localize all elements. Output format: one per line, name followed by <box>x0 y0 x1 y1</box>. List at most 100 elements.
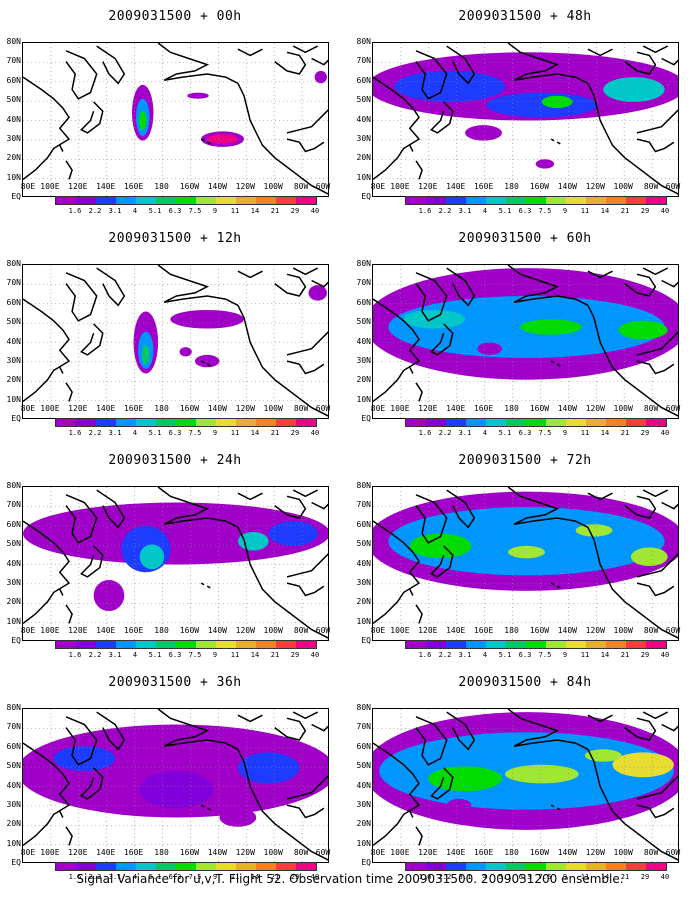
variance-contour <box>446 798 472 812</box>
lat-label: 10N <box>356 838 371 848</box>
coastline <box>59 366 73 402</box>
variance-contour <box>388 507 665 576</box>
coastline <box>96 267 126 307</box>
variance-contour <box>630 547 668 567</box>
colorbar-level: 6.3 <box>518 429 532 437</box>
colorbar-swatch <box>156 419 176 426</box>
lon-label: 160W <box>529 404 550 413</box>
variance-contour <box>268 521 318 546</box>
colorbar-swatch <box>96 197 116 204</box>
variance-contour <box>612 752 674 778</box>
colorbar-level: 2.2 <box>438 429 452 437</box>
colorbar-swatch <box>176 641 196 648</box>
map-plot <box>22 486 329 641</box>
lat-label: 50N <box>6 539 21 549</box>
colorbar-level: 40 <box>660 651 670 659</box>
lat-label: 10N <box>6 838 21 848</box>
lon-label: 100E <box>390 626 410 635</box>
variance-contour <box>179 347 192 357</box>
colorbar-swatch <box>406 197 426 204</box>
lat-label: 30N <box>356 133 371 143</box>
colorbar-swatch <box>236 419 256 426</box>
lon-label: 140W <box>207 404 227 413</box>
colorbar-swatch <box>586 197 606 204</box>
colorbar-level: 14 <box>250 873 260 881</box>
lon-label: 100W <box>263 182 283 191</box>
colorbar-level: 3.1 <box>458 873 472 881</box>
lon-label: 80W <box>293 848 309 857</box>
lon-label: 80E <box>20 182 36 191</box>
lon-label: 80E <box>370 626 386 635</box>
colorbar-level: 7.5 <box>538 429 552 437</box>
colorbar-swatch <box>626 197 646 204</box>
lat-label: 20N <box>356 375 371 385</box>
colorbar-level: 6.3 <box>518 873 532 881</box>
colorbar-level: 29 <box>290 651 300 659</box>
coastline <box>587 45 678 66</box>
variance-contour <box>194 354 220 368</box>
lon-label: 120W <box>235 182 255 191</box>
lat-label: 30N <box>6 133 21 143</box>
colorbar-level: 4 <box>132 873 138 881</box>
colorbar-level: 9 <box>562 429 568 437</box>
lon-label: 120W <box>585 848 605 857</box>
colorbar-level: 2.2 <box>438 207 452 215</box>
colorbar-level: 1.6 <box>418 873 432 881</box>
lon-label: 140W <box>207 626 227 635</box>
colorbar-level: 9 <box>562 207 568 215</box>
lat-label: 80N <box>356 37 371 46</box>
lat-label: 20N <box>6 153 21 163</box>
colorbar-level: 4 <box>482 429 488 437</box>
colorbar-swatch <box>426 419 446 426</box>
colorbar-level: 5.1 <box>148 207 162 215</box>
lon-label: 140E <box>446 848 466 857</box>
variance-contour <box>207 134 238 144</box>
figure-caption: Signal Variance for u,v,T. Flight 52. Ob… <box>76 872 624 886</box>
colorbar-swatch <box>506 863 526 870</box>
colorbar-level: 14 <box>600 429 610 437</box>
map-panel: 2009031500 + 12h 80N 70N 60N 50N 40N 30N 20N 10N… <box>0 222 350 444</box>
variance-contour <box>237 752 300 784</box>
map-plot <box>372 486 679 641</box>
colorbar-swatch <box>426 863 446 870</box>
lon-label: 140W <box>557 182 577 191</box>
lat-label: 60N <box>356 75 371 85</box>
colorbar-swatch <box>296 641 316 648</box>
coastline <box>80 323 104 356</box>
lat-label: 20N <box>6 819 21 829</box>
colorbar-swatch <box>486 419 506 426</box>
lat-label: EQ <box>361 414 371 423</box>
colorbar-swatch <box>506 197 526 204</box>
map-plot <box>372 708 679 863</box>
colorbar-swatch <box>236 641 256 648</box>
colorbar-swatch <box>56 197 76 204</box>
coastline <box>96 711 126 751</box>
colorbar-swatch <box>96 419 116 426</box>
colorbar-level: 11 <box>580 207 590 215</box>
lat-label: 50N <box>6 317 21 327</box>
coastline <box>587 748 678 861</box>
colorbar-swatch <box>426 197 446 204</box>
colorbar-level: 2.2 <box>88 429 102 437</box>
colorbar-level: 40 <box>310 651 320 659</box>
colorbar-swatch <box>586 641 606 648</box>
colorbar-swatch <box>156 641 176 648</box>
lat-label: 40N <box>356 558 371 568</box>
lon-label: 160W <box>529 182 550 191</box>
colorbar-level: 6.3 <box>168 873 182 881</box>
lon-label: 160E <box>123 182 144 191</box>
coastline <box>157 43 239 84</box>
colorbar-level: 11 <box>230 873 240 881</box>
lon-label: 100E <box>390 404 410 413</box>
coastline <box>550 138 561 145</box>
colorbar-swatch <box>606 419 626 426</box>
colorbar-swatch <box>566 641 586 648</box>
coastline <box>409 144 423 180</box>
colorbar-swatch <box>76 419 96 426</box>
lon-label: 160W <box>179 848 200 857</box>
colorbar <box>405 418 667 427</box>
colorbar-swatch <box>546 197 566 204</box>
colorbar-level: 21 <box>270 651 280 659</box>
variance-contour <box>139 771 214 809</box>
coastline <box>409 810 423 846</box>
